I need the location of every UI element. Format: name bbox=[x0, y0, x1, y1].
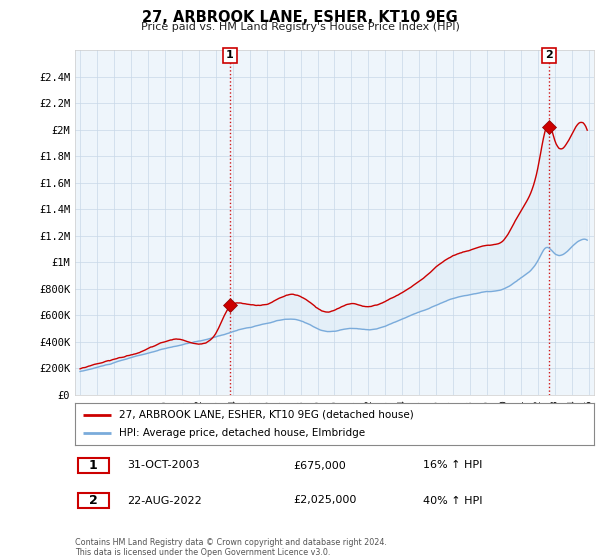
Text: HPI: Average price, detached house, Elmbridge: HPI: Average price, detached house, Elmb… bbox=[119, 428, 365, 438]
Text: 31-OCT-2003: 31-OCT-2003 bbox=[127, 460, 200, 470]
FancyBboxPatch shape bbox=[77, 458, 109, 473]
Text: 1: 1 bbox=[226, 50, 234, 60]
Text: 27, ARBROOK LANE, ESHER, KT10 9EG (detached house): 27, ARBROOK LANE, ESHER, KT10 9EG (detac… bbox=[119, 410, 414, 420]
Text: £675,000: £675,000 bbox=[293, 460, 346, 470]
Text: 2: 2 bbox=[89, 494, 98, 507]
Text: Price paid vs. HM Land Registry's House Price Index (HPI): Price paid vs. HM Land Registry's House … bbox=[140, 22, 460, 32]
Text: 27, ARBROOK LANE, ESHER, KT10 9EG: 27, ARBROOK LANE, ESHER, KT10 9EG bbox=[142, 10, 458, 25]
Text: Contains HM Land Registry data © Crown copyright and database right 2024.
This d: Contains HM Land Registry data © Crown c… bbox=[75, 538, 387, 557]
FancyBboxPatch shape bbox=[77, 493, 109, 508]
Text: 1: 1 bbox=[89, 459, 98, 472]
Text: 16% ↑ HPI: 16% ↑ HPI bbox=[423, 460, 482, 470]
Text: 40% ↑ HPI: 40% ↑ HPI bbox=[423, 496, 482, 506]
Text: 2: 2 bbox=[545, 50, 553, 60]
Text: 22-AUG-2022: 22-AUG-2022 bbox=[127, 496, 202, 506]
Text: £2,025,000: £2,025,000 bbox=[293, 496, 356, 506]
